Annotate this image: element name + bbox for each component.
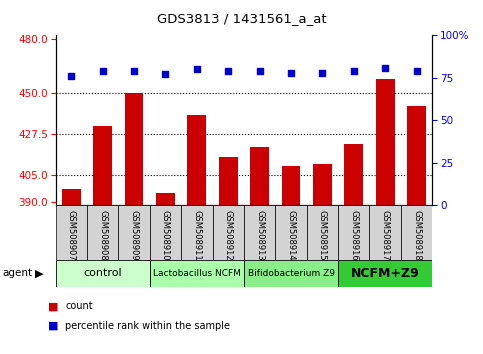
Bar — [187, 115, 206, 205]
Text: GSM508916: GSM508916 — [349, 210, 358, 261]
Bar — [150, 260, 244, 287]
Text: GSM508909: GSM508909 — [129, 210, 139, 260]
Bar — [87, 205, 118, 260]
Text: GSM508915: GSM508915 — [318, 210, 327, 260]
Bar — [244, 205, 275, 260]
Bar — [56, 205, 87, 260]
Text: Lactobacillus NCFM: Lactobacillus NCFM — [153, 269, 241, 278]
Point — [130, 68, 138, 74]
Text: percentile rank within the sample: percentile rank within the sample — [65, 321, 230, 331]
Bar — [407, 106, 426, 205]
Bar — [62, 189, 81, 205]
Point — [161, 72, 170, 77]
Point — [193, 67, 201, 72]
Bar — [213, 205, 244, 260]
Point — [319, 70, 327, 76]
Point — [99, 68, 107, 74]
Text: GSM508917: GSM508917 — [381, 210, 390, 261]
Text: GSM508907: GSM508907 — [67, 210, 76, 261]
Bar — [181, 205, 213, 260]
Text: GSM508911: GSM508911 — [192, 210, 201, 260]
Bar — [250, 148, 269, 205]
Point — [287, 70, 295, 76]
Text: control: control — [84, 268, 122, 279]
Text: ■: ■ — [48, 301, 59, 311]
Bar — [401, 205, 432, 260]
Bar — [376, 79, 395, 205]
Text: ■: ■ — [48, 321, 59, 331]
Bar — [93, 126, 112, 205]
Text: Bifidobacterium Z9: Bifidobacterium Z9 — [247, 269, 335, 278]
Text: GSM508912: GSM508912 — [224, 210, 233, 260]
Bar — [150, 205, 181, 260]
Bar — [244, 260, 338, 287]
Point — [350, 68, 357, 74]
Bar — [369, 205, 401, 260]
Point — [224, 68, 232, 74]
Point — [412, 68, 420, 74]
Bar — [118, 205, 150, 260]
Text: GSM508908: GSM508908 — [98, 210, 107, 261]
Bar — [275, 205, 307, 260]
Bar — [344, 144, 363, 205]
Bar — [307, 205, 338, 260]
Point — [382, 65, 389, 70]
Text: GDS3813 / 1431561_a_at: GDS3813 / 1431561_a_at — [156, 12, 327, 25]
Text: NCFM+Z9: NCFM+Z9 — [351, 267, 420, 280]
Bar — [56, 260, 150, 287]
Bar — [282, 166, 300, 205]
Text: count: count — [65, 301, 93, 311]
Bar — [313, 164, 332, 205]
Text: GSM508910: GSM508910 — [161, 210, 170, 260]
Bar — [338, 205, 369, 260]
Text: GSM508913: GSM508913 — [255, 210, 264, 261]
Text: GSM508918: GSM508918 — [412, 210, 421, 261]
Point — [256, 68, 264, 74]
Bar — [125, 93, 143, 205]
Bar — [219, 156, 238, 205]
Text: agent: agent — [2, 268, 32, 279]
Text: GSM508914: GSM508914 — [286, 210, 296, 260]
Bar — [156, 193, 175, 205]
Point — [68, 73, 75, 79]
Text: ▶: ▶ — [35, 268, 43, 279]
Bar — [338, 260, 432, 287]
